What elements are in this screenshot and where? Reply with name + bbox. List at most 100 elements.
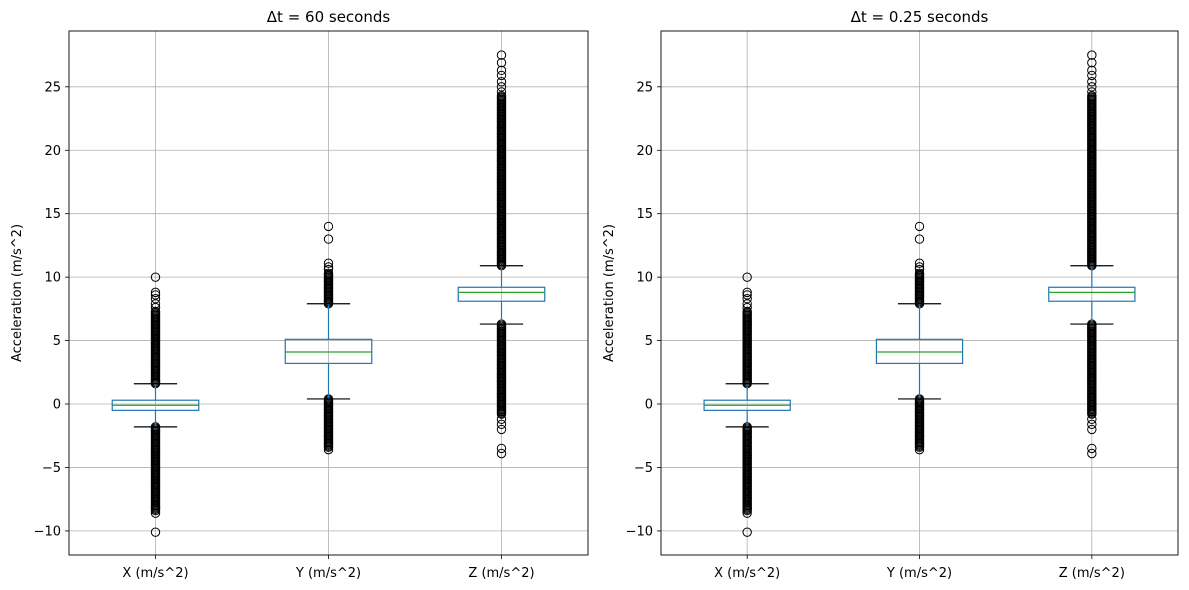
- x-tick-label: Y (m/s^2): [295, 566, 361, 581]
- flier-point: [496, 419, 507, 430]
- flier-point: [150, 294, 161, 304]
- flier-point: [914, 444, 925, 455]
- y-tick-label: −10: [626, 524, 653, 539]
- plot-frame: [68, 30, 589, 556]
- flier-point: [496, 87, 507, 97]
- flier-point: [914, 268, 925, 279]
- y-tick-label: 10: [44, 271, 61, 286]
- x-tick-label: X (m/s^2): [122, 566, 188, 581]
- title-value: 60: [305, 8, 324, 26]
- flier-point: [1087, 70, 1097, 81]
- y-tick-label: 15: [44, 207, 61, 222]
- flier-point: [1087, 424, 1097, 435]
- flier-point: [323, 264, 334, 275]
- flier-point: [323, 444, 334, 455]
- title-suffix: seconds: [324, 8, 390, 26]
- box-body: [457, 286, 546, 302]
- plot-frame: [660, 30, 1179, 556]
- flier-point: [742, 527, 752, 537]
- flier-point: [742, 290, 752, 300]
- flier-point: [1087, 82, 1097, 92]
- x-tick-label: X (m/s^2): [714, 566, 780, 581]
- y-tick-label: 0: [53, 398, 61, 413]
- plot-title: Δt = 0.25 seconds: [851, 8, 989, 26]
- y-tick-label: 15: [636, 207, 653, 222]
- y-tick-label: 25: [44, 80, 61, 95]
- flier-point: [914, 258, 925, 268]
- flier-point: [150, 505, 161, 516]
- flier-point: [914, 234, 925, 244]
- flier-point: [496, 77, 507, 87]
- box-body: [1048, 286, 1136, 302]
- box-body: [284, 338, 373, 365]
- box-series-2: [284, 221, 373, 455]
- flier-point: [323, 268, 334, 279]
- box-series-3: [1048, 50, 1136, 459]
- flier-point: [742, 272, 752, 282]
- flier-point: [496, 58, 507, 68]
- title-value: 0.25: [889, 8, 922, 26]
- box-series-3: [457, 50, 546, 459]
- flier-point: [150, 508, 161, 518]
- x-tick-label: Z (m/s^2): [1059, 566, 1125, 581]
- y-tick-label: 20: [44, 144, 61, 159]
- flier-point: [1087, 77, 1097, 87]
- flier-point: [1087, 50, 1097, 60]
- flier-point: [742, 505, 752, 516]
- flier-point: [496, 424, 507, 435]
- y-tick-label: −5: [42, 461, 61, 476]
- flier-point: [1087, 414, 1097, 424]
- flier-point: [323, 258, 334, 268]
- flier-point: [323, 262, 334, 272]
- y-tick-label: −10: [34, 524, 61, 539]
- flier-point: [496, 70, 507, 81]
- x-tick-label: Z (m/s^2): [468, 566, 534, 581]
- y-axis-label: Acceleration (m/s^2): [602, 224, 617, 362]
- y-tick-label: 0: [645, 398, 653, 413]
- flier-point: [496, 65, 507, 76]
- flier-point: [1087, 443, 1097, 454]
- flier-point: [150, 527, 161, 537]
- flier-point: [150, 306, 161, 317]
- x-tick-label: Y (m/s^2): [886, 566, 952, 581]
- flier-point: [742, 294, 752, 304]
- box-series-1: [111, 272, 200, 537]
- flier-point: [1087, 448, 1097, 459]
- title-prefix: Δt =: [851, 8, 889, 26]
- flier-point: [150, 272, 161, 282]
- flier-point: [323, 221, 334, 232]
- y-tick-label: −5: [634, 461, 653, 476]
- box-body: [875, 338, 964, 365]
- flier-point: [1087, 65, 1097, 76]
- plot-title: Δt = 60 seconds: [267, 8, 391, 26]
- flier-point: [914, 262, 925, 272]
- y-tick-label: 5: [53, 334, 61, 349]
- y-tick-label: 5: [645, 334, 653, 349]
- flier-point: [742, 508, 752, 518]
- flier-point: [1087, 419, 1097, 430]
- y-tick-label: 25: [636, 80, 653, 95]
- y-axis-label: Acceleration (m/s^2): [10, 224, 25, 362]
- flier-point: [742, 306, 752, 317]
- flier-point: [150, 290, 161, 300]
- flier-point: [1087, 87, 1097, 97]
- flier-point: [496, 414, 507, 424]
- flier-point: [496, 443, 507, 454]
- plot-panel-1: −10 −5 0 5 10 15 20 25 X (m/s^2) Y (m/s^2) Z (m/s^…: [10, 8, 589, 581]
- y-tick-label: 20: [636, 144, 653, 159]
- flier-point: [496, 448, 507, 459]
- y-tick-label: 10: [636, 271, 653, 286]
- flier-point: [742, 287, 752, 298]
- flier-point: [496, 82, 507, 92]
- flier-point: [150, 287, 161, 298]
- title-suffix: seconds: [922, 8, 988, 26]
- flier-point: [914, 221, 925, 232]
- plot-panel-2: −10 −5 0 5 10 15 20 25 X (m/s^2) Y (m/s^2) Z (m/s^…: [602, 8, 1179, 581]
- title-prefix: Δt =: [267, 8, 305, 26]
- flier-point: [1087, 58, 1097, 68]
- box-series-1: [703, 272, 791, 537]
- flier-point: [914, 264, 925, 275]
- flier-point: [323, 234, 334, 244]
- box-series-2: [875, 221, 964, 455]
